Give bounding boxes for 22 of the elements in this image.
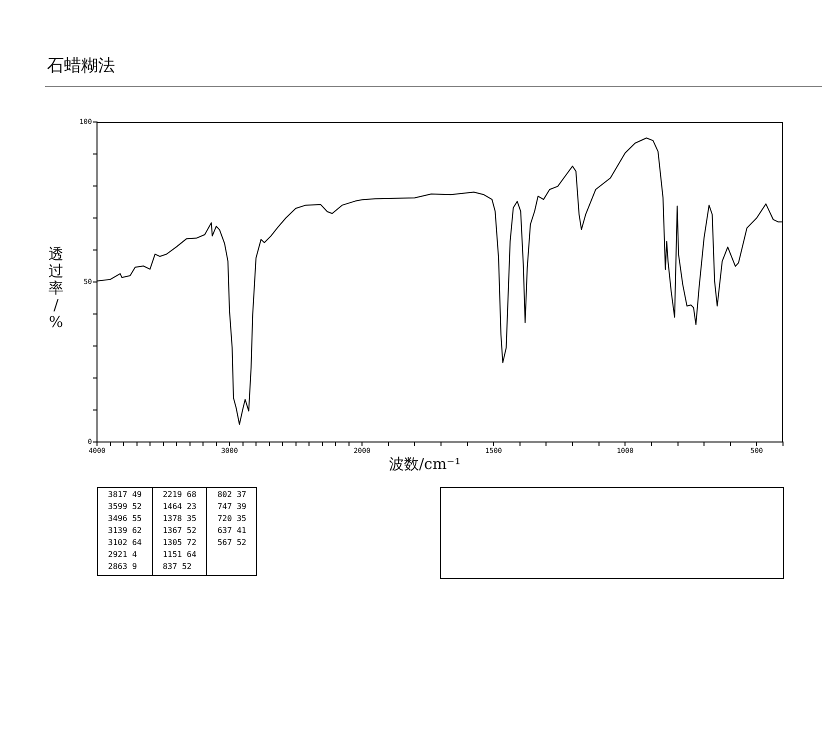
text: 1305 72 bbox=[162, 537, 196, 549]
y-axis-title: 透过率/% bbox=[48, 245, 64, 331]
text: 1378 35 bbox=[162, 513, 196, 525]
text: 1367 52 bbox=[162, 525, 196, 537]
text: 2863 9 bbox=[108, 561, 138, 573]
chart-title: 石蜡糊法 bbox=[47, 55, 115, 77]
text: 837 52 bbox=[162, 561, 193, 573]
text: 567 52 bbox=[217, 537, 246, 549]
text: 3139 62 bbox=[108, 525, 142, 537]
text: 637 41 bbox=[217, 525, 246, 537]
text: 3496 55 bbox=[108, 513, 142, 525]
text: 1464 23 bbox=[162, 501, 196, 513]
text: 2921 4 bbox=[108, 549, 138, 561]
text: 3599 52 bbox=[108, 501, 142, 513]
text: 720 35 bbox=[217, 513, 246, 525]
text: 802 37 bbox=[217, 489, 246, 501]
text: 2219 68 bbox=[162, 489, 196, 501]
text: 3817 49 bbox=[108, 489, 142, 501]
text: 747 39 bbox=[217, 501, 246, 513]
text: 3102 64 bbox=[108, 537, 142, 549]
text: 1151 64 bbox=[162, 549, 196, 561]
x-axis-title: 波数/cm⁻¹ bbox=[389, 455, 461, 474]
